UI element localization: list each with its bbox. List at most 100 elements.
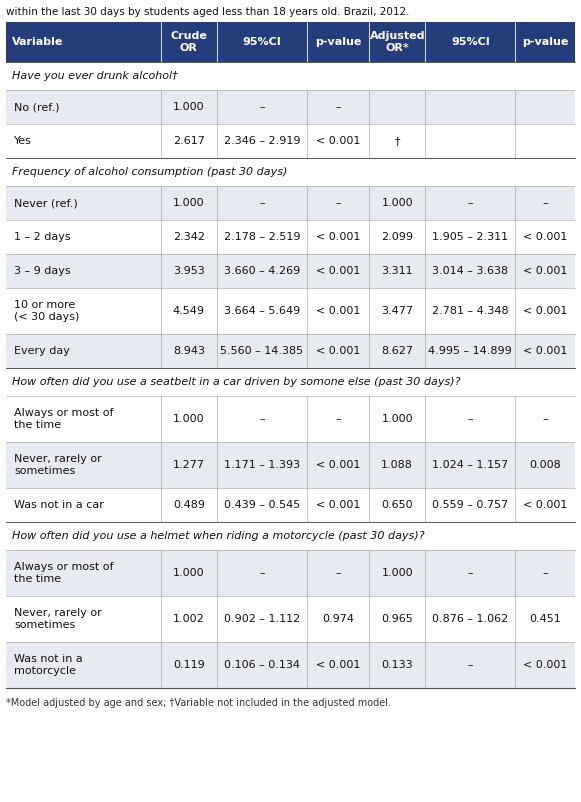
Text: 0.008: 0.008	[529, 460, 561, 470]
Text: 2.346 – 2.919: 2.346 – 2.919	[224, 136, 300, 146]
Text: 1.088: 1.088	[381, 460, 413, 470]
Bar	[6, 90, 575, 124]
Text: 1.000: 1.000	[173, 102, 205, 112]
Text: Crude
OR: Crude OR	[170, 31, 207, 53]
Text: < 0.001: < 0.001	[316, 306, 360, 316]
Text: –: –	[335, 198, 341, 208]
Text: –: –	[259, 568, 265, 578]
Text: Never, rarely or
sometimes: Never, rarely or sometimes	[14, 454, 102, 476]
Text: –: –	[259, 102, 265, 112]
Bar	[6, 62, 575, 90]
Text: 2.617: 2.617	[173, 136, 205, 146]
Bar	[6, 158, 575, 186]
Text: How often did you use a helmet when riding a motorcycle (past 30 days)?: How often did you use a helmet when ridi…	[12, 531, 425, 541]
Text: Have you ever drunk alcohol†: Have you ever drunk alcohol†	[12, 71, 178, 81]
Text: < 0.001: < 0.001	[523, 346, 567, 356]
Bar	[6, 522, 575, 550]
Bar	[6, 124, 575, 158]
Text: < 0.001: < 0.001	[316, 500, 360, 510]
Text: 0.489: 0.489	[173, 500, 205, 510]
Text: –: –	[542, 414, 548, 424]
Text: < 0.001: < 0.001	[523, 500, 567, 510]
Text: Never (ref.): Never (ref.)	[14, 198, 78, 208]
Text: < 0.001: < 0.001	[316, 136, 360, 146]
Text: 2.342: 2.342	[173, 232, 205, 242]
Text: 1.000: 1.000	[173, 198, 205, 208]
Text: 0.902 – 1.112: 0.902 – 1.112	[224, 614, 300, 624]
Text: 0.106 – 0.134: 0.106 – 0.134	[224, 660, 300, 670]
Text: < 0.001: < 0.001	[316, 232, 360, 242]
Text: 1.277: 1.277	[173, 460, 205, 470]
Text: 0.650: 0.650	[381, 500, 413, 510]
Bar	[6, 186, 575, 220]
Text: 10 or more
(< 30 days): 10 or more (< 30 days)	[14, 300, 80, 322]
Text: Adjusted
OR*: Adjusted OR*	[370, 31, 425, 53]
Text: 0.119: 0.119	[173, 660, 205, 670]
Bar	[6, 254, 575, 288]
Text: 3.477: 3.477	[381, 306, 413, 316]
Text: –: –	[259, 198, 265, 208]
Bar	[6, 442, 575, 488]
Text: 4.549: 4.549	[173, 306, 205, 316]
Text: Never, rarely or
sometimes: Never, rarely or sometimes	[14, 608, 102, 630]
Text: Always or most of
the time: Always or most of the time	[14, 408, 113, 430]
Text: 1.002: 1.002	[173, 614, 205, 624]
Text: How often did you use a seatbelt in a car driven by somone else (past 30 days)?: How often did you use a seatbelt in a ca…	[12, 377, 461, 387]
Text: 1 – 2 days: 1 – 2 days	[14, 232, 71, 242]
Text: Frequency of alcohol consumption (past 30 days): Frequency of alcohol consumption (past 3…	[12, 167, 288, 177]
Text: < 0.001: < 0.001	[316, 266, 360, 276]
Text: 3.014 – 3.638: 3.014 – 3.638	[432, 266, 508, 276]
Text: 0.439 – 0.545: 0.439 – 0.545	[224, 500, 300, 510]
Text: –: –	[468, 414, 473, 424]
Text: 2.099: 2.099	[381, 232, 413, 242]
Text: *Model adjusted by age and sex; †Variable not included in the adjusted model.: *Model adjusted by age and sex; †Variabl…	[6, 699, 391, 708]
Text: p-value: p-value	[522, 37, 568, 47]
Text: 3 – 9 days: 3 – 9 days	[14, 266, 71, 276]
Text: 1.000: 1.000	[173, 414, 205, 424]
Bar	[6, 368, 575, 396]
Text: 2.178 – 2.519: 2.178 – 2.519	[224, 232, 300, 242]
Text: within the last 30 days by students aged less than 18 years old. Brazil, 2012.: within the last 30 days by students aged…	[6, 7, 410, 18]
Text: 3.660 – 4.269: 3.660 – 4.269	[224, 266, 300, 276]
Text: p-value: p-value	[315, 37, 361, 47]
Text: 0.133: 0.133	[381, 660, 413, 670]
Text: 1.000: 1.000	[173, 568, 205, 578]
Text: –: –	[542, 568, 548, 578]
Text: Yes: Yes	[14, 136, 32, 146]
Text: 0.451: 0.451	[529, 614, 561, 624]
Text: 95%CI: 95%CI	[243, 37, 281, 47]
Bar	[6, 550, 575, 596]
Text: 8.627: 8.627	[381, 346, 413, 356]
Text: < 0.001: < 0.001	[316, 460, 360, 470]
Text: –: –	[468, 198, 473, 208]
Text: –: –	[542, 198, 548, 208]
Text: No (ref.): No (ref.)	[14, 102, 59, 112]
Text: 2.781 – 4.348: 2.781 – 4.348	[432, 306, 508, 316]
Text: 1.171 – 1.393: 1.171 – 1.393	[224, 460, 300, 470]
Text: < 0.001: < 0.001	[523, 660, 567, 670]
Text: Always or most of
the time: Always or most of the time	[14, 562, 113, 584]
Bar	[6, 488, 575, 522]
Text: 1.905 – 2.311: 1.905 – 2.311	[432, 232, 508, 242]
Bar	[6, 288, 575, 334]
Bar	[6, 334, 575, 368]
Text: Every day: Every day	[14, 346, 70, 356]
Text: 1.024 – 1.157: 1.024 – 1.157	[432, 460, 508, 470]
Text: Variable: Variable	[12, 37, 63, 47]
Text: †: †	[394, 136, 400, 146]
Text: 8.943: 8.943	[173, 346, 205, 356]
Text: –: –	[468, 660, 473, 670]
Text: < 0.001: < 0.001	[523, 266, 567, 276]
Bar	[6, 596, 575, 642]
Text: 0.965: 0.965	[381, 614, 413, 624]
Text: 0.559 – 0.757: 0.559 – 0.757	[432, 500, 508, 510]
Text: Was not in a
motorcycle: Was not in a motorcycle	[14, 654, 83, 676]
Text: –: –	[259, 414, 265, 424]
Text: –: –	[468, 568, 473, 578]
Text: 3.311: 3.311	[381, 266, 413, 276]
Text: 3.664 – 5.649: 3.664 – 5.649	[224, 306, 300, 316]
Text: 5.560 – 14.385: 5.560 – 14.385	[220, 346, 304, 356]
Text: 3.953: 3.953	[173, 266, 205, 276]
Text: 95%CI: 95%CI	[451, 37, 490, 47]
Text: 1.000: 1.000	[381, 198, 413, 208]
